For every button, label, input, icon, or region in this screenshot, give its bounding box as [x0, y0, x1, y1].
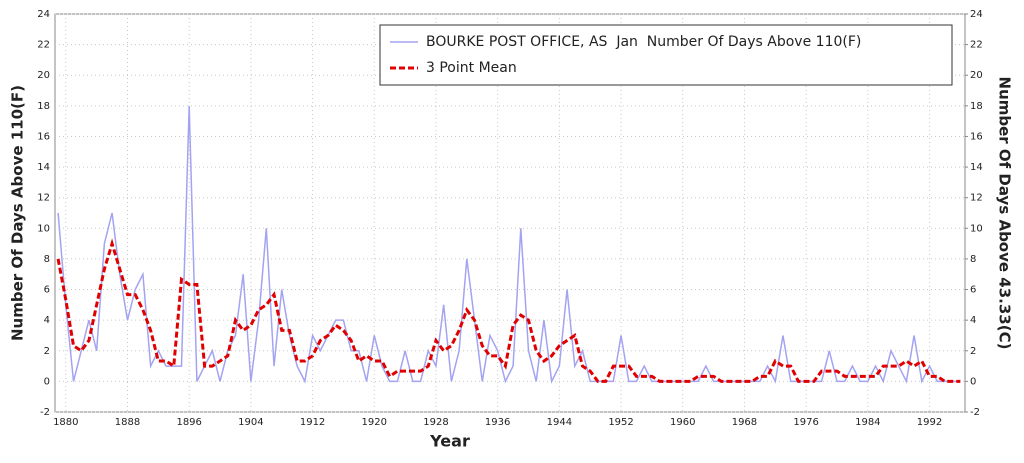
legend-label: 3 Point Mean	[426, 60, 517, 76]
y2-tick-label: 24	[970, 9, 983, 20]
x-tick-label: 1880	[53, 417, 78, 428]
y2-tick-label: 16	[970, 131, 983, 142]
x-tick-label: 1912	[300, 417, 325, 428]
legend-label: BOURKE POST OFFICE, AS Jan Number Of Day…	[426, 34, 861, 50]
x-tick-label: 1904	[238, 417, 263, 428]
x-tick-label: 1896	[176, 417, 201, 428]
y2-axis-title: Number Of Days Above 43.33(C)	[996, 77, 1014, 350]
series-line	[56, 238, 961, 383]
y-tick-label: 22	[37, 40, 50, 51]
x-tick-label: 1976	[793, 417, 818, 428]
y-tick-label: 0	[44, 376, 50, 387]
y-tick-label: 10	[37, 223, 50, 234]
x-tick-label: 1944	[547, 417, 572, 428]
x-tick-label: 1888	[115, 417, 140, 428]
y-tick-label: -2	[40, 407, 50, 418]
y-tick-label: 14	[37, 162, 50, 173]
y2-tick-label: 22	[970, 40, 983, 51]
x-tick-label: 1920	[362, 417, 387, 428]
y2-tick-label: 14	[970, 162, 983, 173]
x-tick-label: 1928	[423, 417, 448, 428]
legend-box	[379, 24, 953, 86]
y2-tick-label: 18	[970, 101, 983, 112]
x-tick-label: 1960	[670, 417, 695, 428]
y2-tick-label: 12	[970, 193, 983, 204]
series-line	[57, 105, 961, 384]
x-tick-label: 1936	[485, 417, 510, 428]
y2-tick-label: -2	[970, 407, 980, 418]
x-tick-label: 1952	[608, 417, 633, 428]
y-tick-label: 20	[37, 70, 50, 81]
y-tick-label: 24	[37, 9, 50, 20]
y-tick-label: 12	[37, 193, 50, 204]
x-tick-label: 1968	[732, 417, 757, 428]
y-tick-label: 16	[37, 131, 50, 142]
y2-tick-label: 4	[970, 315, 976, 326]
x-tick-label: 1992	[917, 417, 942, 428]
y-tick-label: 2	[44, 346, 50, 357]
y-tick-label: 18	[37, 101, 50, 112]
y-tick-label: 8	[44, 254, 50, 265]
y2-tick-label: 10	[970, 223, 983, 234]
y2-tick-label: 6	[970, 285, 976, 296]
x-tick-label: 1984	[855, 417, 880, 428]
y-tick-label: 4	[44, 315, 50, 326]
y-tick-label: 6	[44, 285, 50, 296]
y2-tick-label: 0	[970, 376, 976, 387]
y2-tick-label: 2	[970, 346, 976, 357]
x-axis-title: Year	[429, 432, 470, 451]
y-axis-title: Number Of Days Above 110(F)	[9, 85, 27, 341]
y2-tick-label: 8	[970, 254, 976, 265]
y2-tick-label: 20	[970, 70, 983, 81]
